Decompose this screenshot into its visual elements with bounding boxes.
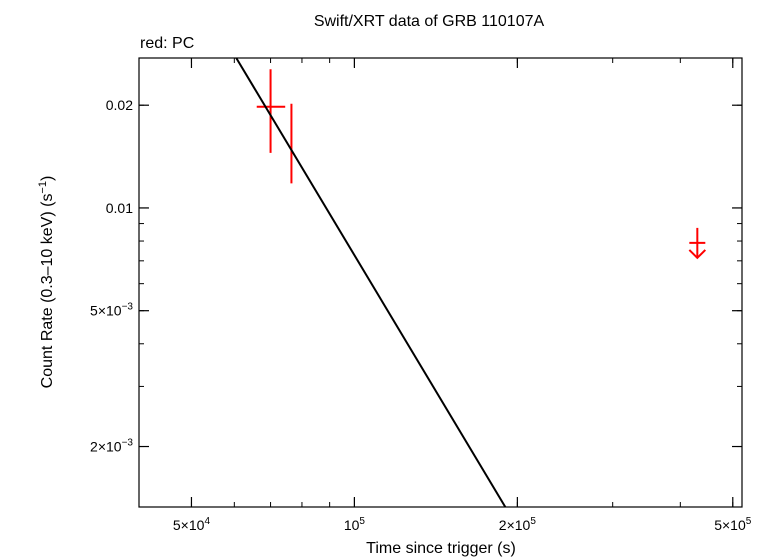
x-tick-label: 5×104: [173, 516, 211, 533]
y-axis-ticks: 2×10−35×10−30.010.02: [90, 97, 742, 455]
data-series: [235, 57, 707, 508]
y-tick-label-mantissa: 2×10: [90, 439, 122, 455]
y-tick-label-mantissa: 0.01: [106, 200, 133, 216]
x-tick-label-mantissa: 5×10: [714, 517, 746, 533]
x-tick-label: 5×105: [714, 516, 752, 533]
x-axis-label: Time since trigger (s): [366, 540, 516, 557]
y-axis-label-sup: −1: [37, 181, 49, 194]
y-axis-label: Count Rate (0.3–10 keV) (s−1): [37, 176, 56, 389]
y-tick-label-exponent: −3: [122, 438, 134, 449]
y-tick-label: 5×10−3: [90, 302, 133, 319]
x-tick-label-mantissa: 2×10: [499, 517, 531, 533]
minor-ticks: [138, 58, 742, 507]
y-axis-label-main: Count Rate (0.3–10 keV) (s: [39, 194, 56, 389]
x-tick-label-mantissa: 10: [344, 517, 360, 533]
upper-limit-arrowhead: [688, 249, 707, 260]
x-tick-label-exponent: 4: [204, 516, 210, 527]
plot-frame: [138, 57, 743, 508]
y-tick-label-mantissa: 0.02: [106, 97, 133, 113]
x-tick-label: 105: [344, 516, 366, 533]
chart-subtitle: red: PC: [140, 35, 194, 52]
x-tick-label-exponent: 5: [530, 516, 536, 527]
chart-title: Swift/XRT data of GRB 110107A: [314, 13, 545, 30]
x-axis-ticks: 5×104 105 2×105 5×105: [173, 58, 752, 533]
y-axis-label-end: ): [39, 176, 56, 181]
x-tick-label-exponent: 5: [359, 516, 365, 527]
model-fit-line: [235, 57, 507, 508]
y-tick-label: 0.01: [106, 200, 133, 216]
y-tick-label: 0.02: [106, 97, 133, 113]
y-tick-label: 2×10−3: [90, 438, 133, 455]
x-tick-label: 2×105: [499, 516, 537, 533]
y-tick-label-exponent: −3: [122, 302, 134, 313]
y-tick-label-mantissa: 5×10: [90, 303, 122, 319]
x-tick-label-mantissa: 5×10: [173, 517, 205, 533]
x-tick-label-exponent: 5: [746, 516, 752, 527]
